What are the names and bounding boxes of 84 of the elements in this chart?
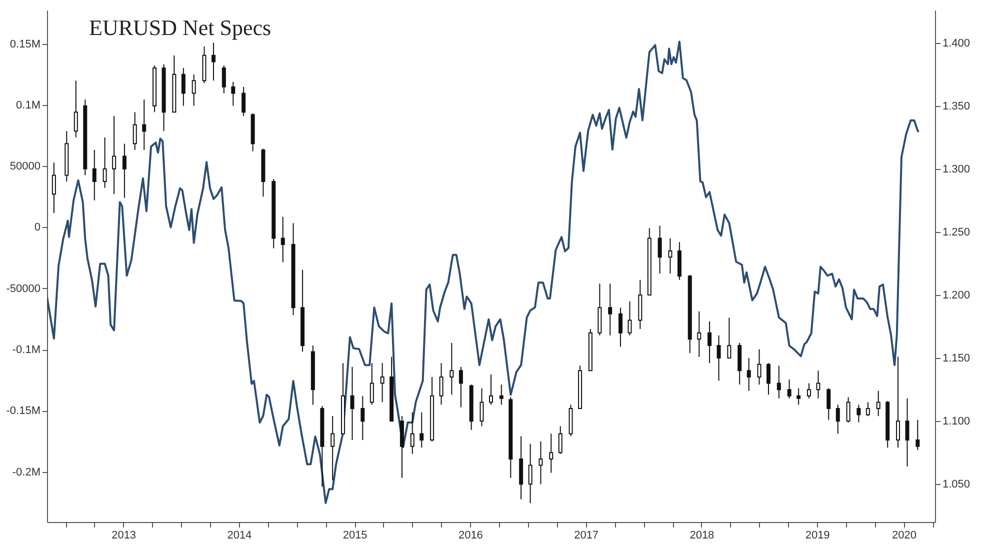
candlestick	[350, 366, 354, 441]
candlestick	[122, 143, 126, 198]
candlestick	[330, 416, 335, 481]
y-tick-label: 0	[34, 222, 40, 234]
y-tick-label: 0.15M	[10, 38, 40, 50]
candlestick	[766, 362, 770, 396]
candlestick	[212, 42, 216, 82]
y2-tick-label: 1.250	[942, 226, 970, 238]
candlestick	[538, 440, 543, 485]
candlestick	[112, 115, 116, 195]
y-tick-label: -0.2M	[12, 466, 40, 478]
y2-tick-label: 1.050	[942, 478, 970, 491]
candlestick	[528, 443, 532, 504]
x-tick-label: 2015	[342, 530, 368, 542]
y2-tick-label: 1.350	[942, 100, 970, 112]
y2-tick-label: 1.100	[942, 416, 970, 428]
y-tick-label: 0.1M	[16, 99, 40, 112]
candlestick	[92, 149, 96, 201]
candlestick	[410, 412, 414, 454]
candlestick	[52, 162, 56, 214]
candlestick	[787, 379, 792, 399]
candlestick	[658, 225, 662, 274]
candlestick	[836, 404, 840, 434]
x-tick-label: 2020	[892, 530, 917, 542]
candlestick	[826, 388, 831, 420]
candlestick	[618, 307, 622, 348]
candlestick	[896, 356, 900, 448]
candlestick	[450, 342, 454, 396]
candlestick	[231, 81, 236, 106]
candlestick	[132, 112, 137, 150]
candlestick	[549, 433, 554, 474]
y2-tick-label: 1.300	[942, 163, 970, 176]
candlestick	[866, 402, 870, 417]
chart-title: EURUSD Net Specs	[89, 15, 272, 40]
candlestick	[142, 99, 146, 150]
candlestick	[708, 320, 712, 364]
candlestick	[102, 136, 107, 188]
candlestick	[846, 396, 850, 423]
y2-tick-label: 1.200	[942, 290, 970, 302]
candlestick	[776, 365, 781, 399]
candlestick	[558, 426, 562, 454]
candlestick	[480, 388, 484, 427]
candlestick	[905, 398, 910, 468]
candlestick	[74, 80, 78, 138]
candlestick	[458, 366, 463, 408]
candlestick	[192, 74, 196, 106]
candlestick	[716, 334, 721, 382]
y-tick-label: 50000	[10, 160, 40, 173]
candlestick	[222, 64, 226, 94]
candlestick	[816, 370, 820, 399]
candlestick	[727, 317, 732, 359]
candlestick	[499, 384, 504, 406]
candlestick	[746, 358, 751, 392]
x-tick-label: 2017	[574, 530, 599, 542]
candlestick	[280, 216, 285, 263]
candlestick	[757, 348, 762, 386]
x-tick-label: 2013	[112, 530, 136, 542]
x-tick-label: 2014	[227, 530, 252, 542]
candlestick	[856, 404, 861, 423]
candlestick	[242, 86, 246, 116]
candlestick	[489, 374, 493, 406]
y-tick-label: -0.15M	[6, 405, 40, 418]
candlestick	[876, 390, 880, 417]
x-tick-label: 2019	[805, 530, 830, 542]
y2-tick-label: 1.400	[942, 37, 970, 50]
candlestick	[697, 310, 702, 358]
candlestick	[668, 238, 672, 274]
candlestick	[439, 362, 444, 406]
candlestick	[370, 362, 374, 406]
line-series	[47, 40, 920, 504]
candlestick	[420, 412, 424, 448]
y-tick-label: -0.1M	[12, 344, 40, 356]
candlestick	[628, 300, 632, 336]
candlestick	[181, 68, 186, 106]
x-tick-label: 2016	[458, 530, 483, 542]
candlestick	[806, 382, 811, 399]
candlestick	[916, 419, 920, 451]
x-tick-label: 2018	[690, 530, 714, 542]
y2-tick-label: 1.150	[942, 352, 970, 365]
candlestick	[360, 395, 365, 441]
candlestick	[380, 362, 384, 403]
candlestick	[796, 388, 801, 406]
candlestick	[608, 283, 612, 336]
y-tick-label: -50000	[6, 282, 40, 295]
